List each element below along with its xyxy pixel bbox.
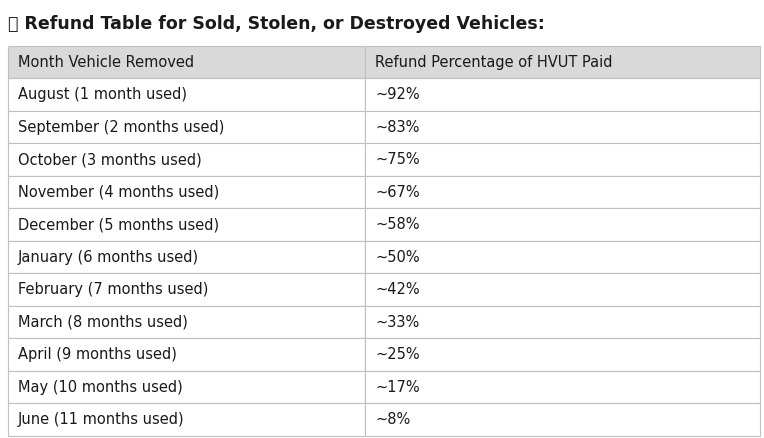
Text: November (4 months used): November (4 months used): [18, 185, 219, 200]
Bar: [365, 338, 760, 371]
Bar: [8, 273, 365, 306]
Bar: [8, 306, 365, 338]
Text: ~67%: ~67%: [375, 185, 419, 200]
Text: December (5 months used): December (5 months used): [18, 217, 219, 232]
Text: ~75%: ~75%: [375, 152, 419, 167]
Bar: [365, 371, 760, 403]
Text: August (1 month used): August (1 month used): [18, 87, 186, 102]
Bar: [365, 273, 760, 306]
Text: 🚚 Refund Table for Sold, Stolen, or Destroyed Vehicles:: 🚚 Refund Table for Sold, Stolen, or Dest…: [8, 15, 545, 33]
Bar: [8, 176, 365, 208]
Text: Refund Percentage of HVUT Paid: Refund Percentage of HVUT Paid: [375, 55, 613, 70]
Bar: [8, 371, 365, 403]
Text: February (7 months used): February (7 months used): [18, 282, 208, 297]
Text: April (9 months used): April (9 months used): [18, 347, 176, 362]
Bar: [8, 46, 365, 78]
Bar: [8, 208, 365, 241]
Bar: [365, 403, 760, 436]
Bar: [8, 78, 365, 111]
Text: ~17%: ~17%: [375, 380, 419, 395]
Text: ~58%: ~58%: [375, 217, 419, 232]
Text: ~33%: ~33%: [375, 314, 419, 330]
Bar: [365, 176, 760, 208]
Text: Month Vehicle Removed: Month Vehicle Removed: [18, 55, 194, 70]
Bar: [8, 111, 365, 144]
Bar: [365, 78, 760, 111]
Text: ~8%: ~8%: [375, 412, 410, 427]
Bar: [8, 338, 365, 371]
Text: ~42%: ~42%: [375, 282, 419, 297]
Text: ~92%: ~92%: [375, 87, 419, 102]
Text: September (2 months used): September (2 months used): [18, 120, 224, 135]
Bar: [365, 111, 760, 144]
Text: ~25%: ~25%: [375, 347, 419, 362]
Bar: [365, 306, 760, 338]
Bar: [8, 241, 365, 273]
Text: May (10 months used): May (10 months used): [18, 380, 183, 395]
Bar: [365, 241, 760, 273]
Bar: [365, 208, 760, 241]
Text: March (8 months used): March (8 months used): [18, 314, 187, 330]
Text: January (6 months used): January (6 months used): [18, 250, 199, 265]
Bar: [365, 143, 760, 176]
Bar: [8, 403, 365, 436]
Bar: [8, 143, 365, 176]
Text: October (3 months used): October (3 months used): [18, 152, 202, 167]
Text: ~83%: ~83%: [375, 120, 419, 135]
Bar: [365, 46, 760, 78]
Text: June (11 months used): June (11 months used): [18, 412, 184, 427]
Text: ~50%: ~50%: [375, 250, 419, 265]
